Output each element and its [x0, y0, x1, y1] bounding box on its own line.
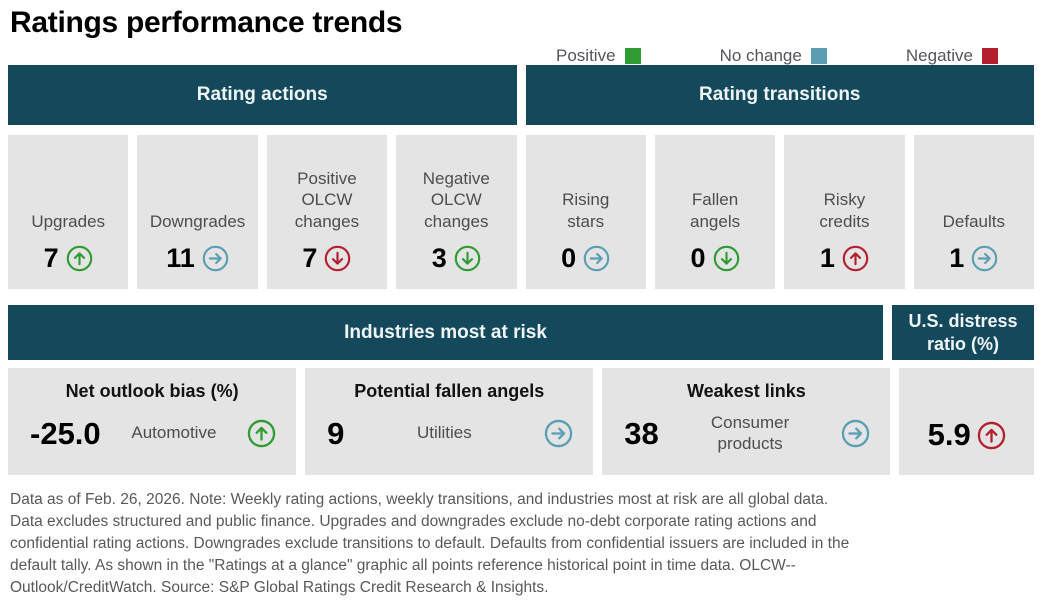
legend-label: No change	[719, 46, 802, 65]
footnote: Data as of Feb. 26, 2026. Note: Weekly r…	[10, 489, 1034, 599]
kpi-value: 1	[949, 243, 965, 273]
card-value: 38	[624, 415, 659, 451]
footnote-line: default tally. As shown in the "Ratings …	[10, 557, 796, 574]
up-arrow-icon	[842, 245, 869, 272]
card-title: Weakest links	[686, 381, 806, 401]
page-title: Ratings performance trends	[10, 6, 403, 39]
kpi-label: Downgrades	[149, 211, 246, 231]
kpi-label: Defaults	[942, 211, 1005, 231]
up-arrow-icon	[247, 419, 276, 448]
right-arrow-icon	[841, 419, 870, 448]
header-industries-most-at-risk: Industries most at risk	[8, 305, 884, 360]
down-arrow-icon	[713, 245, 740, 272]
card-weakest-links: Weakest links 38 Consumer products	[602, 368, 891, 475]
right-arrow-icon	[544, 419, 573, 448]
card-potential-fallen-angels: Potential fallen angels 9 Utilities	[305, 368, 594, 475]
kpi-label: Upgrades	[31, 211, 106, 231]
industry-label: Automotive	[131, 423, 217, 443]
footnote-line: Data excludes structured and public fina…	[10, 513, 817, 530]
kpi-value: 1	[819, 243, 835, 273]
card-value: 5.9	[927, 417, 971, 452]
card-fallen-angels: Fallen angels 0	[654, 135, 776, 289]
footnote-line: Data as of Feb. 26, 2026. Note: Weekly r…	[10, 491, 829, 508]
kpi-value: 7	[43, 243, 59, 273]
top-section-headers: Rating actions Rating transitions	[8, 65, 1034, 125]
right-arrow-icon	[971, 245, 998, 272]
kpi-value: 0	[690, 243, 706, 273]
industry-label: Consumer products	[710, 413, 790, 453]
kpi-value: 11	[166, 243, 195, 273]
legend-label: Negative	[905, 46, 973, 65]
card-value: 9	[327, 415, 345, 451]
up-arrow-icon	[66, 245, 93, 272]
ratings-performance-dashboard: Ratings performance trends Positive No c…	[0, 6, 1042, 616]
header-us-distress-ratio: U.S. distress ratio (%)	[892, 305, 1034, 360]
kpi-label: Fallen angels	[690, 190, 741, 231]
card-negative-olcw-changes: Negative OLCW changes 3	[396, 135, 517, 289]
kpi-label: Risky credits	[819, 190, 870, 231]
legend-item-positive: Positive	[556, 46, 641, 66]
no-change-swatch-icon	[810, 48, 827, 64]
card-rising-stars: Rising stars 0	[525, 135, 646, 289]
card-title: Net outlook bias (%)	[65, 381, 239, 401]
up-arrow-icon	[977, 421, 1006, 450]
right-arrow-icon	[202, 245, 229, 272]
kpi-label: Negative OLCW changes	[422, 168, 490, 231]
card-risky-credits: Risky credits 1	[784, 135, 905, 289]
industry-label: Utilities	[416, 423, 472, 443]
negative-swatch-icon	[982, 48, 998, 64]
kpi-cards-row: Upgrades 7 Downgrades 11 Positive OLCW c…	[8, 135, 1034, 289]
legend: Positive No change Negative	[556, 46, 998, 66]
legend-label: Positive	[556, 46, 616, 65]
footnote-line: confidential rating actions. Downgrades …	[10, 535, 850, 552]
kpi-value: 7	[302, 243, 318, 273]
kpi-value: 3	[431, 243, 447, 273]
kpi-value: 0	[561, 243, 577, 273]
card-title: Potential fallen angels	[354, 381, 545, 401]
legend-item-no-change: No change	[720, 46, 827, 66]
down-arrow-icon	[454, 245, 481, 272]
footnote-line: Outlook/CreditWatch. Source: S&P Global …	[10, 579, 549, 596]
card-upgrades: Upgrades 7	[8, 135, 129, 289]
kpi-label: Positive OLCW changes	[294, 168, 360, 231]
card-downgrades: Downgrades 11	[137, 135, 258, 289]
positive-swatch-icon	[624, 48, 641, 64]
bottom-section-headers: Industries most at risk U.S. distress ra…	[8, 305, 1034, 360]
card-defaults: Defaults 1	[913, 135, 1034, 289]
right-arrow-icon	[583, 245, 610, 272]
card-value: -25.0	[30, 415, 101, 451]
card-positive-olcw-changes: Positive OLCW changes 7	[266, 135, 388, 289]
industry-cards-row: Net outlook bias (%) -25.0 Automotive Po…	[8, 368, 1035, 475]
down-arrow-icon	[324, 245, 351, 272]
kpi-label: Rising stars	[562, 190, 610, 231]
header-rating-actions: Rating actions	[8, 65, 517, 125]
header-rating-transitions: Rating transitions	[525, 65, 1034, 125]
card-net-outlook-bias: Net outlook bias (%) -25.0 Automotive	[8, 368, 297, 475]
legend-item-negative: Negative	[906, 46, 998, 66]
card-us-distress-ratio: 5.9	[899, 368, 1035, 475]
